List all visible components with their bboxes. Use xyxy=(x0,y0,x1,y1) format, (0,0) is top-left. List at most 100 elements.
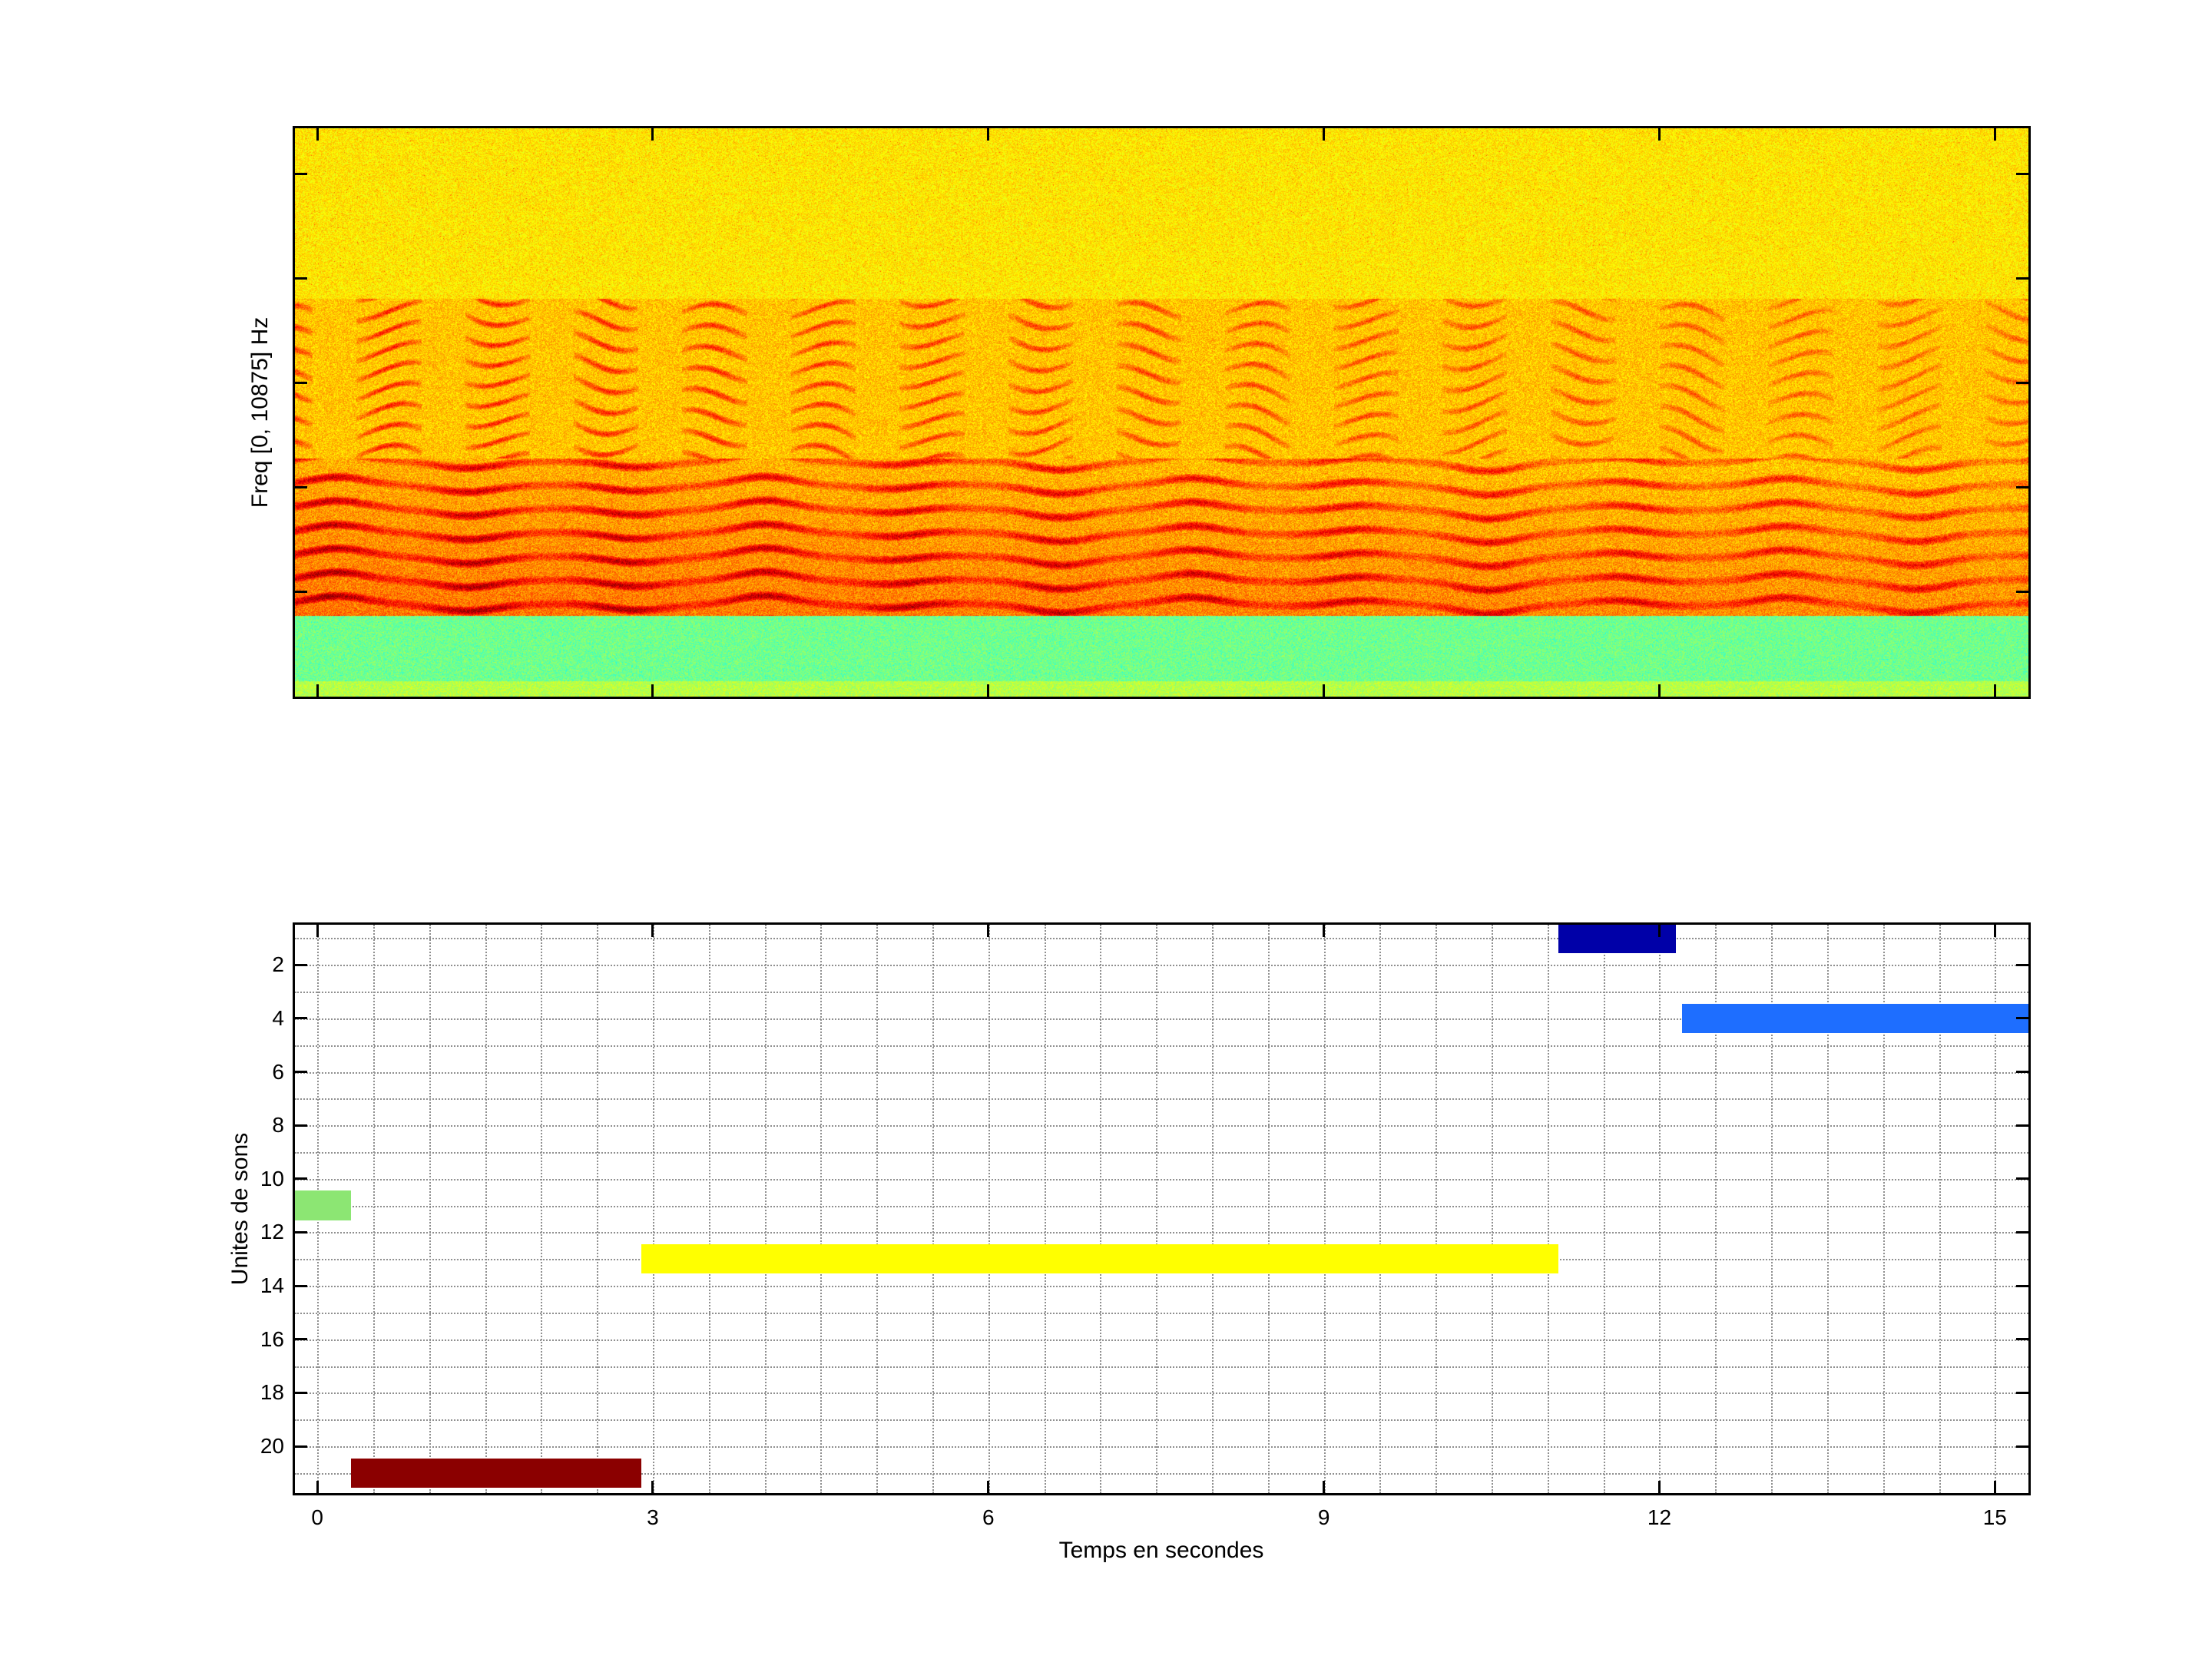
y-tick xyxy=(295,173,307,176)
x-tick xyxy=(316,1481,319,1493)
y-tick xyxy=(2016,1071,2028,1074)
grid-line-v xyxy=(1379,925,1382,1493)
x-tick-label: 6 xyxy=(982,1505,995,1529)
units-y-axis-label: Unites de sons xyxy=(227,1132,253,1286)
grid-line-h xyxy=(295,1178,2028,1181)
y-tick-label: 4 xyxy=(272,1005,284,1030)
y-tick xyxy=(295,382,307,385)
grid-line-h xyxy=(295,1339,2028,1341)
spectrogram-image xyxy=(295,128,2028,697)
y-tick xyxy=(295,1338,307,1341)
grid-line-h xyxy=(295,1286,2028,1288)
grid-line-v xyxy=(1492,925,1494,1493)
grid-line-v xyxy=(652,925,654,1493)
y-tick xyxy=(2016,173,2028,176)
y-tick-label: 10 xyxy=(260,1166,284,1190)
grid-line-v xyxy=(932,925,934,1493)
y-tick-label: 14 xyxy=(260,1273,284,1298)
x-tick xyxy=(987,684,990,697)
grid-line-h xyxy=(295,1366,2028,1368)
y-tick-label: 2 xyxy=(272,952,284,977)
x-tick xyxy=(316,925,319,937)
unit-bar xyxy=(641,1244,1559,1274)
grid-line-v xyxy=(1826,925,1829,1493)
grid-line-h xyxy=(295,1472,2028,1475)
x-tick xyxy=(1657,925,1661,937)
x-tick xyxy=(1323,128,1326,141)
y-tick xyxy=(295,1071,307,1074)
grid-line-v xyxy=(1715,925,1717,1493)
x-tick xyxy=(316,128,319,141)
y-tick xyxy=(2016,277,2028,280)
x-tick xyxy=(651,684,654,697)
grid-line-h xyxy=(295,1125,2028,1128)
x-tick xyxy=(1993,128,1996,141)
x-tick-label: 3 xyxy=(647,1505,659,1529)
grid-line-v xyxy=(1156,925,1158,1493)
grid-line-v xyxy=(429,925,431,1493)
y-tick xyxy=(295,963,307,966)
x-tick xyxy=(1993,684,1996,697)
units-x-axis-label: Temps en secondes xyxy=(1058,1538,1264,1563)
grid-line-h xyxy=(295,1098,2028,1101)
spectrogram-axes: Freq [0, 10875] Hz xyxy=(247,126,2031,699)
grid-line-v xyxy=(708,925,710,1493)
grid-line-v xyxy=(1044,925,1046,1493)
y-tick xyxy=(2016,1017,2028,1020)
y-tick xyxy=(295,1177,307,1181)
y-tick xyxy=(295,1445,307,1448)
grid-line-v xyxy=(373,925,375,1493)
y-tick xyxy=(295,591,307,594)
y-tick xyxy=(2016,591,2028,594)
x-tick xyxy=(987,128,990,141)
grid-line-v xyxy=(1883,925,1885,1493)
x-tick-label: 9 xyxy=(1317,1505,1330,1529)
x-tick-label: 15 xyxy=(1982,1505,2007,1529)
grid-line-v xyxy=(1659,925,1661,1493)
grid-line-h xyxy=(295,965,2028,967)
y-tick xyxy=(2016,1391,2028,1394)
grid-line-v xyxy=(1100,925,1102,1493)
grid-line-v xyxy=(597,925,599,1493)
grid-line-v xyxy=(764,925,767,1493)
unit-bar xyxy=(350,1458,642,1488)
grid-line-h xyxy=(295,938,2028,940)
grid-line-v xyxy=(1323,925,1326,1493)
unit-bar xyxy=(295,1190,351,1220)
y-tick xyxy=(2016,1338,2028,1341)
y-tick xyxy=(295,486,307,489)
grid-line-v xyxy=(1212,925,1214,1493)
grid-line-h xyxy=(295,1018,2028,1020)
grid-line-h xyxy=(295,992,2028,994)
x-tick xyxy=(316,684,319,697)
y-tick xyxy=(2016,382,2028,385)
y-tick xyxy=(295,1124,307,1127)
y-tick-label: 16 xyxy=(260,1326,284,1351)
x-tick xyxy=(651,925,654,937)
x-tick-label: 12 xyxy=(1647,1505,1672,1529)
grid-line-v xyxy=(541,925,543,1493)
x-tick xyxy=(1323,1481,1326,1493)
x-tick xyxy=(1323,925,1326,937)
x-tick xyxy=(987,925,990,937)
y-tick xyxy=(2016,1445,2028,1448)
y-tick xyxy=(295,1284,307,1287)
y-tick xyxy=(295,1230,307,1233)
y-tick xyxy=(295,277,307,280)
grid-line-h xyxy=(295,1419,2028,1422)
x-tick-label: 0 xyxy=(311,1505,323,1529)
grid-line-v xyxy=(485,925,487,1493)
grid-line-h xyxy=(295,1152,2028,1154)
grid-line-h xyxy=(295,1045,2028,1047)
y-tick xyxy=(295,1017,307,1020)
grid-line-h xyxy=(295,1232,2028,1234)
y-tick xyxy=(2016,1177,2028,1181)
grid-line-v xyxy=(988,925,990,1493)
x-tick xyxy=(1657,128,1661,141)
grid-line-v xyxy=(1995,925,1997,1493)
grid-line-v xyxy=(1267,925,1270,1493)
y-tick xyxy=(2016,1230,2028,1233)
grid-line-h xyxy=(295,1392,2028,1395)
x-tick xyxy=(1657,684,1661,697)
grid-line-v xyxy=(1939,925,1941,1493)
